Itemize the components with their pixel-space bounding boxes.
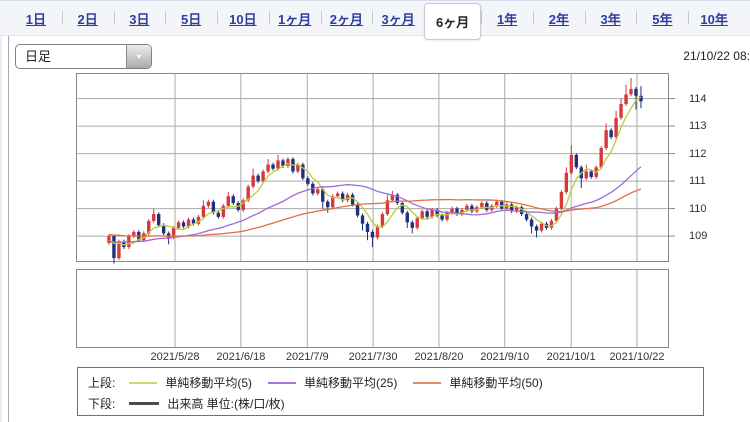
ma50-line-swatch: [413, 381, 442, 384]
volume-chart: [76, 269, 669, 348]
period-tab-1m[interactable]: 1ヶ月: [278, 11, 312, 27]
ma5-line-swatch: [129, 381, 158, 384]
volume-swatch: [129, 402, 160, 405]
period-tab-2m[interactable]: 2ヶ月: [329, 11, 363, 27]
period-tab-1d[interactable]: 1日: [25, 11, 46, 27]
legend-lower-label: 下段:: [88, 397, 116, 411]
ma50-label: 単純移動平均(50): [449, 376, 543, 390]
date-axis: 2021/5/28 2021/6/18 2021/7/9 2021/7/30 2021/…: [76, 351, 696, 365]
legend-item-ma5: 単純移動平均(5): [129, 374, 252, 391]
price-axis-label: 113: [689, 120, 707, 133]
candlestick-plot: [76, 73, 675, 264]
period-tab-5d[interactable]: 5日: [181, 11, 202, 27]
period-tab-5y[interactable]: 5年: [652, 11, 673, 27]
date-axis-label: 2021/9/10: [480, 351, 530, 363]
chevron-down-icon: ▼: [134, 51, 144, 62]
period-tab-2d[interactable]: 2日: [77, 11, 98, 27]
ma25-label: 単純移動平均(25): [304, 376, 398, 390]
period-tab-10d[interactable]: 10日: [229, 11, 257, 27]
date-axis-label: 2021/8/20: [414, 351, 464, 363]
chart-panel: 日足 ▼ 21/10/22 08: 114 113 112 111 110 109 202…: [8, 36, 750, 422]
price-axis-label: 109: [689, 230, 708, 243]
legend-item-ma25: 単純移動平均(25): [268, 374, 397, 391]
price-axis: 114 113 112 111 110 109: [679, 73, 739, 262]
chart-legend: 上段: 単純移動平均(5) 単純移動平均(25) 単純移動平均(50) 下段: …: [77, 367, 704, 416]
period-tab-3y[interactable]: 3年: [600, 11, 621, 27]
period-tab-bar: 1日 2日 3日 5日 10日 1ヶ月 2ヶ月 3ヶ月 6ヶ月 1年 2年 3年…: [0, 0, 750, 40]
date-axis-label: 2021/10/22: [609, 351, 665, 363]
ma25-line-swatch: [268, 381, 297, 384]
period-tab-6m[interactable]: 6ヶ月: [424, 2, 482, 40]
date-axis-label: 2021/10/1: [546, 351, 596, 363]
price-axis-label: 111: [689, 175, 706, 188]
page-left-edge: [0, 0, 2, 422]
date-axis-label: 2021/5/28: [150, 351, 200, 363]
date-axis-label: 2021/7/9: [285, 351, 329, 363]
legend-upper-label: 上段:: [88, 376, 116, 390]
period-tab-1y[interactable]: 1年: [496, 11, 518, 27]
legend-item-ma50: 単純移動平均(50): [413, 374, 543, 391]
period-tab-10y[interactable]: 10年: [700, 11, 728, 27]
legend-upper-row: 上段: 単純移動平均(5) 単純移動平均(25) 単純移動平均(50): [88, 373, 693, 392]
timestamp: 21/10/22 08:: [683, 49, 750, 63]
price-chart: [76, 73, 675, 264]
date-axis-label: 2021/6/18: [216, 351, 266, 363]
volume-label: 出来高 単位:(株/口/枚): [167, 397, 285, 411]
dropdown-button[interactable]: ▼: [126, 45, 151, 68]
period-tab-2y[interactable]: 2年: [548, 11, 569, 27]
price-axis-label: 112: [689, 147, 707, 160]
price-axis-label: 110: [689, 202, 707, 215]
period-tab-3d[interactable]: 3日: [129, 11, 150, 27]
ma5-label: 単純移動平均(5): [165, 376, 253, 390]
volume-plot: [76, 269, 669, 348]
legend-lower-row: 下段: 出来高 単位:(株/口/枚): [88, 394, 693, 413]
timeframe-select-value: 日足: [25, 49, 52, 64]
price-axis-label: 114: [689, 92, 707, 105]
period-tab-3m[interactable]: 3ヶ月: [381, 11, 415, 27]
legend-item-volume: 出来高 単位:(株/口/枚): [129, 395, 285, 412]
timeframe-select[interactable]: 日足 ▼: [15, 44, 152, 69]
date-axis-label: 2021/7/30: [348, 351, 398, 363]
